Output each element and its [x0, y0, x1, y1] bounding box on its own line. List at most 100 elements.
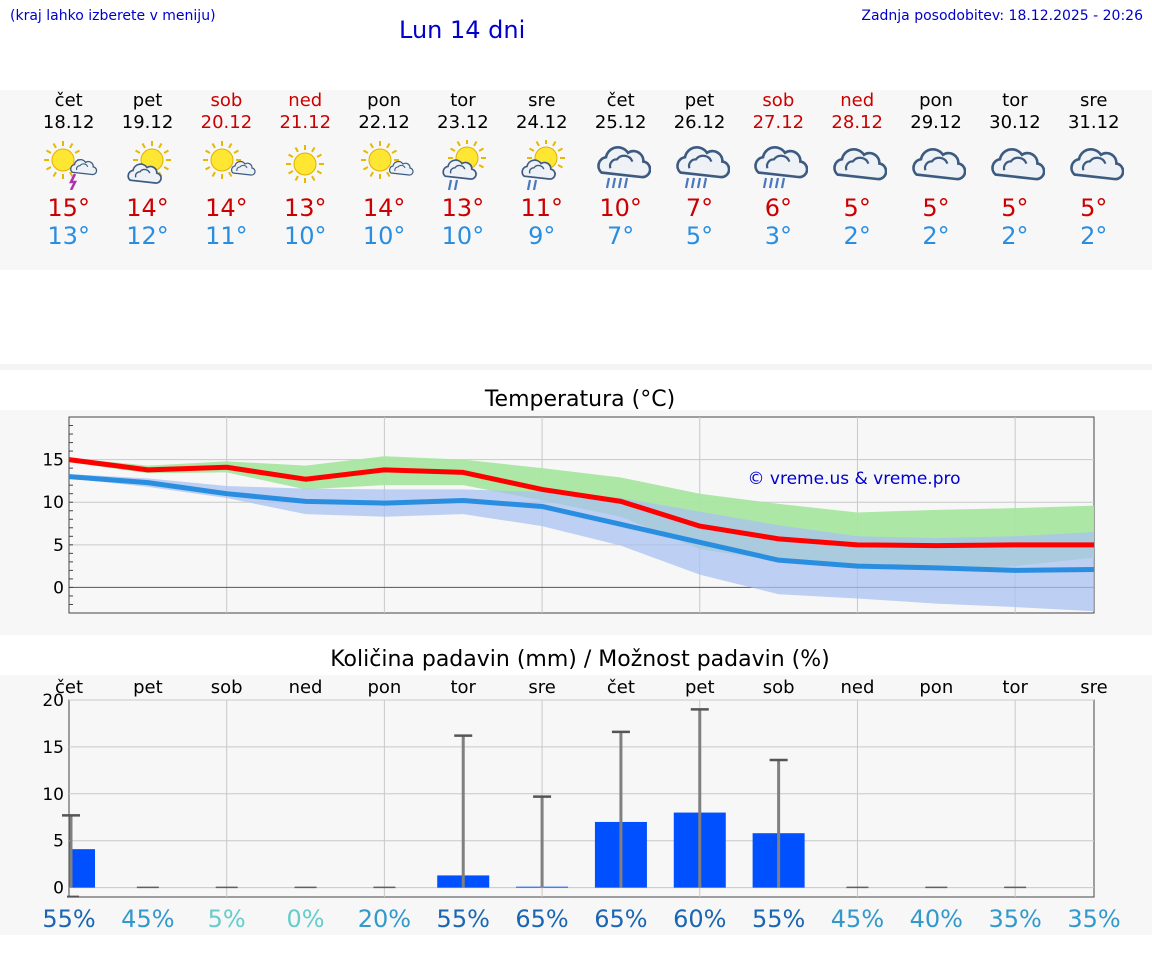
day-date: 18.12 — [42, 112, 95, 133]
precip-day-label: sob — [211, 677, 243, 698]
max-temp: 5° — [922, 194, 950, 222]
min-temp: 7° — [607, 222, 635, 250]
precip-day-label: čet — [607, 677, 635, 698]
precip-y-tick-label: 15 — [42, 738, 64, 758]
precip-day-label: tor — [450, 677, 476, 698]
day-column: čet 25.12 10° 7° — [581, 90, 661, 250]
min-temp: 10° — [441, 222, 485, 250]
day-column: tor 23.12 13° 10° — [423, 90, 503, 250]
cloud-heavy-rain-icon — [754, 146, 809, 189]
min-temp: 13° — [47, 222, 90, 250]
max-temp: 7° — [685, 194, 714, 222]
precip-y-tick-label: 0 — [53, 879, 64, 899]
precip-plot-area — [68, 699, 1095, 898]
max-temp-line — [68, 457, 1094, 549]
precip-y-tick-label: 5 — [53, 832, 64, 852]
precip-probability-label: 45% — [831, 905, 884, 933]
day-column: ned 28.12 5° 2° — [817, 90, 897, 250]
day-column: sob 20.12 14° 11° — [186, 90, 266, 250]
precip-probability-label: 65% — [515, 905, 568, 933]
day-name: pon — [919, 90, 953, 111]
day-name: pet — [132, 90, 163, 111]
precip-y-tick-label: 20 — [42, 691, 64, 711]
day-date: 23.12 — [437, 112, 489, 133]
day-date: 31.12 — [1067, 112, 1120, 133]
precip-day-label: sre — [1080, 677, 1107, 698]
temp-y-tick-label: 15 — [42, 451, 64, 471]
day-column: čet 18.12 15° 13° — [29, 90, 109, 250]
max-temp: 14° — [126, 194, 169, 222]
day-name: ned — [840, 90, 875, 111]
precip-probability-label: 20% — [358, 905, 411, 933]
precip-bar — [846, 886, 869, 889]
precip-chart-title: Količina padavin (mm) / Možnost padavin … — [330, 647, 830, 672]
day-column: pon 22.12 14° 10° — [344, 90, 424, 250]
max-temp: 5° — [1001, 194, 1029, 222]
min-temp: 2° — [843, 222, 871, 250]
day-column: sre 31.12 5° 2° — [1054, 90, 1134, 250]
day-column: pet 19.12 14° 12° — [108, 90, 188, 250]
precip-day-label: sob — [763, 677, 795, 698]
max-temp: 14° — [205, 194, 248, 222]
day-date: 29.12 — [910, 112, 962, 133]
precip-probability-label: 55% — [42, 905, 95, 933]
min-temp: 2° — [1080, 222, 1108, 250]
location-hint-link[interactable]: (kraj lahko izberete v meniju) — [10, 8, 216, 24]
day-column: tor 30.12 5° 2° — [975, 90, 1055, 250]
max-temp: 15° — [47, 194, 90, 222]
max-temp: 5° — [843, 194, 871, 222]
max-temp: 5° — [1080, 194, 1108, 222]
day-name: sre — [1080, 90, 1108, 111]
precip-day-label: ned — [289, 677, 323, 698]
temperature-chart-title: Temperatura (°C) — [484, 387, 676, 412]
cloud-heavy-rain-icon — [675, 146, 730, 189]
day-date: 20.12 — [200, 112, 253, 133]
day-column: pon 29.12 5° 2° — [896, 90, 976, 250]
max-temp: 13° — [283, 194, 327, 222]
max-temp: 11° — [520, 194, 564, 222]
min-temp: 10° — [283, 222, 327, 250]
sun-small-cloud-icon — [361, 141, 414, 179]
page-title: Lun 14 dni — [399, 16, 526, 44]
temp-y-tick-label: 5 — [53, 536, 64, 556]
cloud-icon — [1069, 148, 1124, 181]
precip-probability-label: 5% — [208, 905, 246, 933]
min-temp: 3° — [764, 222, 792, 250]
day-date: 27.12 — [752, 112, 805, 133]
sun-cloud-thunder-icon — [43, 141, 97, 190]
min-temp: 2° — [1001, 222, 1029, 250]
precip-y-tick-label: 10 — [42, 785, 64, 805]
day-column: pet 26.12 7° 5° — [660, 90, 740, 250]
precip-probability-label: 55% — [752, 905, 805, 933]
day-date: 21.12 — [279, 112, 332, 133]
sun-icon — [286, 145, 325, 183]
cloud-heavy-rain-icon — [596, 146, 651, 189]
precip-probability-label: 35% — [1067, 905, 1120, 933]
last-updated: Zadnja posodobitev: 18.12.2025 - 20:26 — [861, 8, 1143, 24]
precip-bar — [294, 886, 317, 889]
sun-cloud-rain-icon — [442, 140, 486, 190]
sun-cloud-rain-icon — [521, 140, 565, 190]
cloud-icon — [991, 148, 1045, 181]
day-date: 25.12 — [594, 112, 647, 133]
day-name: sob — [762, 90, 795, 111]
watermark: © vreme.us & vreme.pro — [747, 469, 960, 489]
max-temp: 10° — [599, 194, 642, 222]
precip-bar — [136, 886, 159, 889]
temp-y-tick-label: 0 — [53, 578, 64, 598]
min-temp: 10° — [362, 222, 406, 250]
day-name: pon — [367, 90, 402, 111]
precip-bar — [373, 886, 396, 889]
precip-probability-label: 35% — [988, 905, 1041, 933]
min-temp: 5° — [685, 222, 714, 250]
min-temp: 2° — [922, 222, 950, 250]
precip-probability-label: 40% — [910, 905, 963, 933]
day-date: 22.12 — [358, 112, 410, 133]
precip-bar — [925, 886, 948, 889]
precip-bar — [1004, 886, 1027, 889]
min-temp: 11° — [205, 222, 248, 250]
precip-day-label: pet — [133, 677, 163, 698]
min-temp: 12° — [126, 222, 169, 250]
